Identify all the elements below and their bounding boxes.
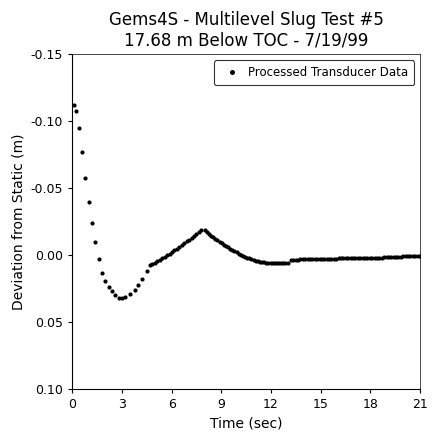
- Y-axis label: Deviation from Static (m): Deviation from Static (m): [11, 133, 25, 310]
- Processed Transducer Data: [76, 125, 81, 130]
- Processed Transducer Data: [71, 103, 76, 108]
- Processed Transducer Data: [417, 253, 422, 259]
- Title: Gems4S - Multilevel Slug Test #5
17.68 m Below TOC - 7/19/99: Gems4S - Multilevel Slug Test #5 17.68 m…: [109, 11, 383, 50]
- Processed Transducer Data: [73, 108, 78, 113]
- Processed Transducer Data: [116, 296, 121, 301]
- Processed Transducer Data: [300, 257, 305, 262]
- Line: Processed Transducer Data: Processed Transducer Data: [71, 103, 421, 300]
- Processed Transducer Data: [263, 260, 268, 265]
- Processed Transducer Data: [276, 260, 281, 266]
- Processed Transducer Data: [412, 253, 417, 259]
- X-axis label: Time (sec): Time (sec): [209, 417, 282, 431]
- Legend: Processed Transducer Data: Processed Transducer Data: [213, 60, 413, 85]
